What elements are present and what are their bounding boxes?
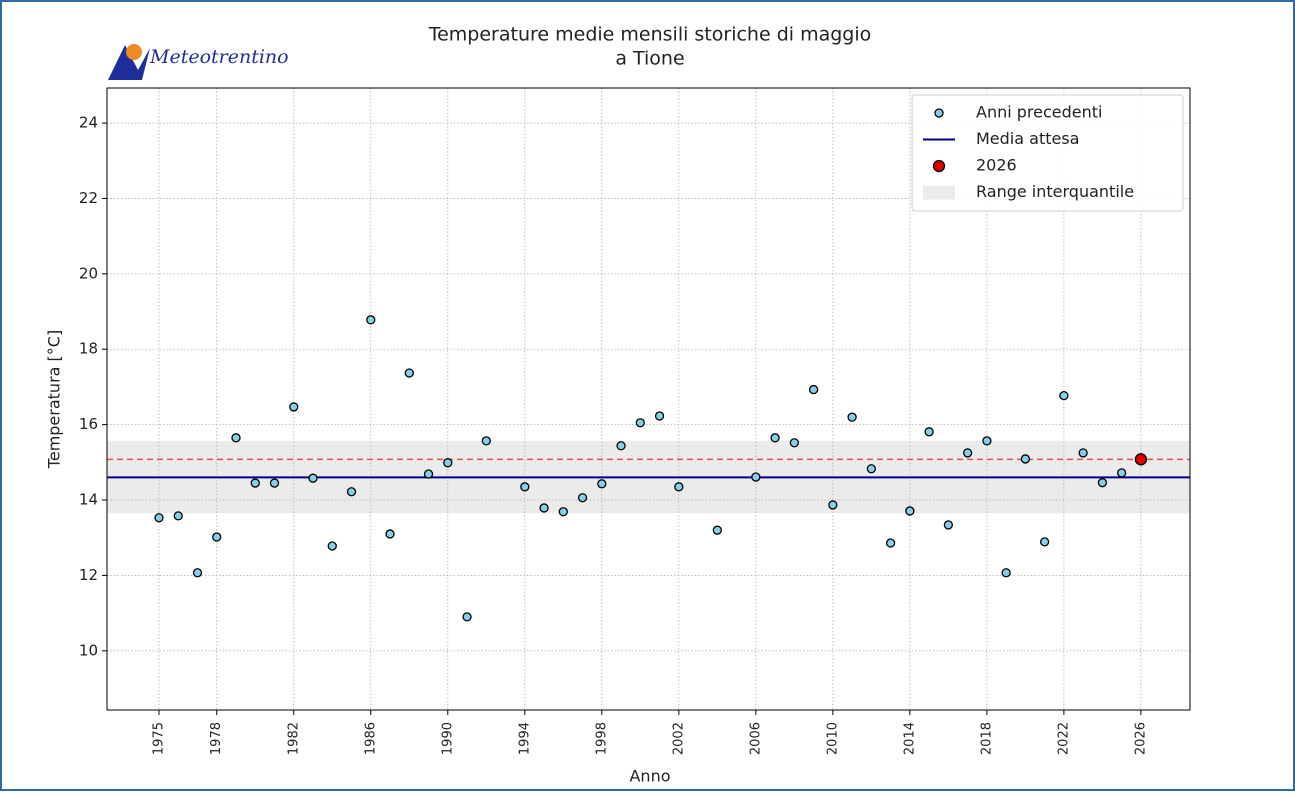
- legend-label: Range interquantile: [976, 182, 1134, 201]
- logo-sun: [126, 44, 142, 60]
- legend-label: Anni precedenti: [976, 103, 1102, 122]
- legend-label: 2026: [976, 156, 1017, 175]
- y-tick-label: 10: [79, 641, 98, 659]
- x-tick-label: 1990: [440, 722, 455, 755]
- x-tick-label: 2002: [671, 722, 686, 755]
- data-point: [462, 612, 472, 622]
- data-point: [962, 448, 973, 458]
- x-tick-label: 1978: [209, 722, 224, 755]
- data-point: [269, 478, 280, 488]
- data-point: [597, 479, 607, 489]
- logo-text: Meteotrentino: [149, 46, 289, 68]
- data-point: [808, 384, 819, 395]
- data-point: [327, 541, 337, 551]
- x-tick-label: 1994: [517, 722, 532, 755]
- data-point: [423, 469, 434, 479]
- data-point: [558, 507, 568, 517]
- y-tick-label: 20: [79, 264, 98, 282]
- x-tick-label: 2006: [748, 722, 763, 755]
- data-point: [1020, 454, 1031, 464]
- data-point: [1078, 448, 1088, 458]
- data-point: [885, 538, 896, 548]
- y-tick-label: 22: [79, 189, 98, 207]
- legend-marker: [923, 185, 955, 200]
- data-point: [924, 427, 934, 437]
- x-tick-label: 2026: [1133, 722, 1148, 755]
- data-point: [212, 532, 222, 542]
- x-tick-label: 1975: [151, 722, 166, 755]
- x-tick-label: 1998: [594, 722, 609, 755]
- x-tick-label: 1982: [286, 722, 301, 755]
- data-point: [982, 436, 992, 446]
- data-point: [905, 506, 915, 516]
- legend-label: Media attesa: [976, 129, 1079, 148]
- chart-title: Temperature medie mensili storiche di ma…: [428, 24, 872, 46]
- data-point: [751, 472, 761, 482]
- data-point: [404, 368, 414, 378]
- data-point: [366, 315, 376, 325]
- plot-border: [106, 87, 1191, 711]
- y-tick-label: 14: [79, 491, 98, 509]
- data-point: [1039, 537, 1050, 547]
- x-tick-label: 2010: [825, 722, 840, 755]
- x-tick-label: 2022: [1056, 722, 1071, 755]
- x-tick-label: 2014: [902, 722, 917, 755]
- data-point: [289, 402, 299, 412]
- legend-box: [911, 94, 1184, 212]
- data-point: [635, 418, 645, 428]
- data-point: [231, 433, 241, 443]
- data-point: [674, 482, 684, 492]
- data-point: [346, 487, 357, 497]
- data-point: [616, 441, 626, 451]
- data-point: [654, 411, 665, 421]
- data-point: [385, 529, 395, 539]
- data-point: [1001, 568, 1011, 578]
- y-tick-label: 18: [79, 340, 98, 358]
- data-point: [943, 520, 954, 530]
- data-point: [828, 500, 838, 510]
- legend-marker: [934, 108, 944, 118]
- legend-marker: [932, 159, 946, 173]
- data-point: [1117, 468, 1127, 478]
- logo-mark: [108, 45, 150, 80]
- data-point: [1059, 390, 1069, 401]
- data-point: [481, 436, 491, 446]
- y-tick-label: 16: [79, 415, 98, 433]
- y-tick-label: 12: [79, 566, 98, 584]
- data-point: [173, 511, 183, 521]
- logo: Meteotrentino: [108, 44, 289, 80]
- y-tick-label: 24: [79, 114, 98, 132]
- y-axis-label: Temperatura [°C]: [45, 330, 64, 469]
- data-point: [154, 513, 164, 523]
- data-point: [539, 503, 549, 513]
- data-point: [192, 568, 203, 578]
- data-point: [520, 482, 530, 492]
- data-point: [577, 493, 588, 503]
- data-point: [1097, 478, 1108, 488]
- x-tick-label: 2018: [979, 722, 994, 755]
- data-point: [712, 525, 722, 535]
- data-point: [250, 478, 260, 488]
- data-point: [866, 464, 877, 474]
- x-axis-label: Anno: [629, 767, 670, 786]
- data-point: [847, 412, 857, 422]
- x-tick-label: 1986: [363, 722, 378, 755]
- data-point: [770, 433, 780, 443]
- chart-title: a Tione: [615, 48, 684, 70]
- data-point: [443, 458, 453, 468]
- data-point: [789, 438, 799, 448]
- data-point: [1134, 453, 1148, 466]
- data-point: [308, 473, 318, 483]
